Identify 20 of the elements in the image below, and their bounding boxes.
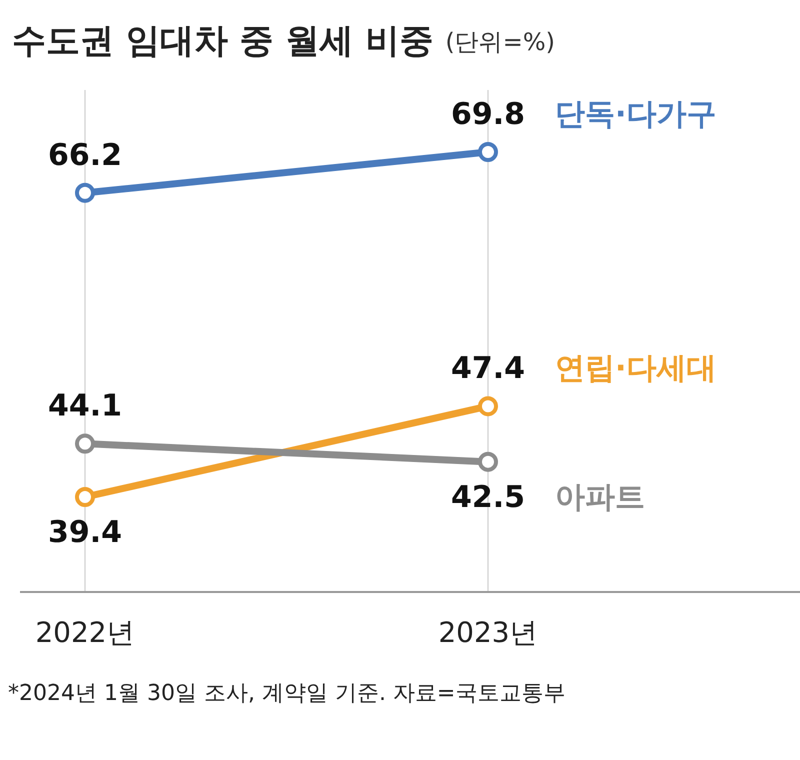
data-label: 69.8 bbox=[450, 97, 526, 132]
chart-subtitle: (단위=%) bbox=[445, 28, 555, 56]
point bbox=[75, 487, 95, 507]
data-label: 47.4 bbox=[450, 351, 526, 386]
point bbox=[75, 434, 95, 454]
point bbox=[478, 142, 498, 162]
x-tick-label: 2022년 bbox=[35, 616, 135, 649]
x-tick-label: 2023년 bbox=[438, 616, 538, 649]
chart-title: 수도권 임대차 중 월세 비중 bbox=[12, 21, 434, 61]
point bbox=[478, 452, 498, 472]
point bbox=[75, 182, 95, 203]
data-label: 42.5 bbox=[450, 480, 526, 515]
data-label: 66.2 bbox=[48, 138, 122, 173]
text: *2024년 1월 30일 조사, 계약일 기준. 자료=국토교통부 bbox=[8, 681, 566, 706]
text: 아파트 bbox=[555, 480, 645, 515]
text: 단독·다가구 bbox=[555, 97, 716, 132]
text: 연립·다세대 bbox=[555, 351, 716, 386]
data-label: 39.4 bbox=[48, 515, 122, 550]
data-label: 44.1 bbox=[48, 388, 122, 424]
point bbox=[478, 396, 498, 416]
